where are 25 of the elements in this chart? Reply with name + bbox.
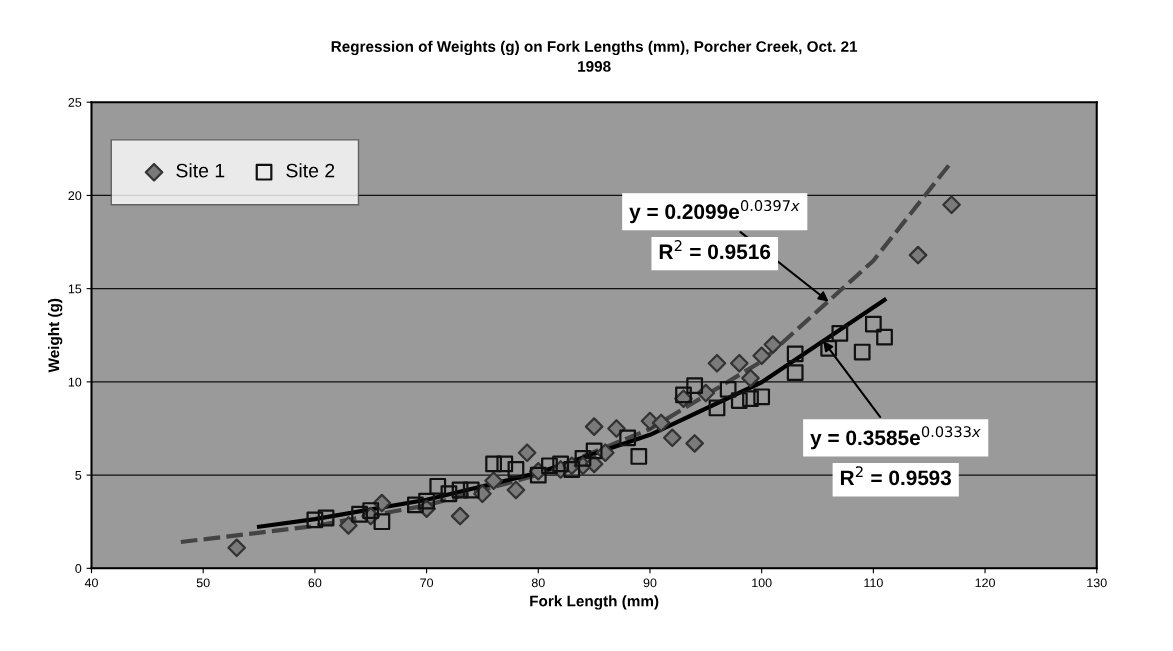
annotation: y = 0.3585e$^{0.0333x}$	[810, 426, 981, 450]
x-tick-label: 120	[975, 578, 995, 588]
x-tick-label: 100	[752, 578, 772, 588]
x-tick-label: 80	[531, 578, 545, 588]
chart-title: Regression of Weights (g) on Fork Lengths (mm), Porcher Creek, Oct. 21 1998	[331, 40, 858, 72]
legend-label: Site 1	[176, 163, 225, 178]
x-tick-label: 60	[308, 578, 322, 588]
annotation: R$^{2}$ = 0.9516	[659, 240, 771, 260]
y-tick-label: 0	[75, 564, 82, 573]
y-tick-label: 5	[75, 471, 82, 480]
y-tick-label: 25	[68, 98, 82, 107]
annotation: R$^{2}$ = 0.9593	[840, 466, 951, 486]
x-tick-label: 110	[864, 578, 883, 588]
annotation: y = 0.2099e$^{0.0397x}$	[629, 200, 800, 224]
x-tick-label: 90	[643, 578, 657, 588]
y-tick-label: 15	[68, 284, 82, 294]
x-tick-label: 50	[196, 578, 210, 588]
x-axis-title: Fork Length (mm)	[530, 595, 659, 610]
y-tick-label: 20	[68, 191, 82, 201]
x-tick-label: 70	[420, 578, 434, 588]
y-axis-title: Weight (g)	[48, 298, 63, 373]
x-tick-label: 40	[84, 578, 98, 588]
x-tick-label: 130	[1087, 578, 1107, 588]
y-tick-label: 10	[68, 377, 82, 387]
legend-label: Site 2	[286, 163, 335, 178]
